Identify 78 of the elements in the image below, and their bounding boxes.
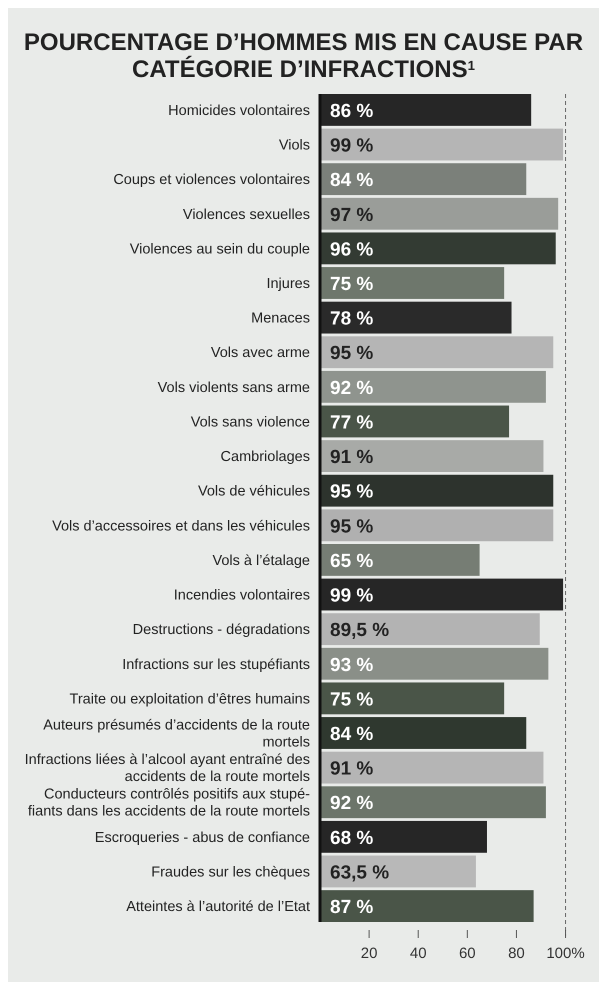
- data-label: 95 %: [330, 482, 374, 503]
- bar: [320, 406, 510, 438]
- y-tick-label: Incendies volontaires: [174, 588, 310, 604]
- data-label: 84 %: [330, 170, 374, 192]
- y-tick-label: Injures: [266, 276, 310, 292]
- data-label: 84 %: [330, 724, 374, 745]
- data-label: 92 %: [330, 378, 374, 399]
- bar: [320, 302, 512, 334]
- bar: [320, 682, 504, 714]
- bar: [320, 336, 554, 368]
- data-label: 77 %: [330, 412, 374, 434]
- y-tick-label: Vols de véhicules: [198, 484, 310, 500]
- data-label: 68 %: [330, 828, 374, 849]
- bar: [320, 856, 476, 888]
- bar: [320, 752, 544, 784]
- data-label: 63,5 %: [330, 862, 390, 884]
- bar: [320, 578, 564, 610]
- y-tick-label: Traite ou exploitation d’êtres humains: [70, 691, 310, 708]
- y-tick-label: Vols à l’étalage: [212, 552, 310, 569]
- bar: [320, 820, 487, 853]
- x-tick-label: 40: [410, 945, 427, 962]
- y-tick-label: Coups et violences volontaires: [113, 172, 310, 188]
- y-tick-label: Menaces: [251, 310, 310, 327]
- bar: [320, 890, 534, 922]
- bar: [320, 648, 548, 680]
- x-tick-label: 80: [508, 945, 525, 962]
- bar: [320, 370, 546, 403]
- data-label: 78 %: [330, 308, 374, 330]
- y-tick-label: Homicides volontaires: [168, 102, 310, 119]
- data-label: 87 %: [330, 897, 374, 918]
- y-tick-label: Vols d’accessoires et dans les véhicules: [52, 518, 310, 534]
- y-tick-label: Violences sexuelles: [182, 206, 310, 223]
- chart-title: POURCENTAGE D’HOMMES MIS EN CAUSE PAR CATÉGORIE D’INFRACTIONS$^{1}$: [24, 29, 584, 83]
- data-label: 86 %: [330, 100, 374, 122]
- x-tick-label: 100%: [546, 945, 585, 962]
- data-label: 65 %: [330, 550, 374, 572]
- y-tick-label: Vols violents sans arme: [158, 380, 310, 396]
- bar: [320, 128, 564, 160]
- bar: [320, 163, 526, 196]
- bar: [320, 786, 546, 818]
- bar: [320, 509, 554, 542]
- bar: [320, 232, 556, 264]
- y-tick-label: Infractions liées à l’alcool ayant entraîné des accidents de la route mortels: [24, 752, 310, 786]
- y-tick-label: Violences au sein du couple: [130, 241, 310, 258]
- data-label: 75 %: [330, 689, 374, 710]
- data-label: 75 %: [330, 274, 374, 295]
- bar: [320, 94, 532, 126]
- x-tick-label: 20: [360, 945, 378, 962]
- data-label: 91 %: [330, 758, 374, 780]
- data-label: 95 %: [330, 516, 374, 538]
- bar: [320, 198, 558, 230]
- y-tick-label: Vols sans violence: [190, 414, 310, 430]
- y-tick-label: Vols avec arme: [210, 345, 310, 362]
- y-tick-label: Auteurs présumés d’accidents de la route mortels: [43, 718, 310, 750]
- y-tick-label: Viols: [278, 138, 310, 154]
- y-tick-label: Conducteurs contrôlés positifs aux stupé- fiants dans les accidents de la route mortels: [28, 786, 310, 820]
- data-label: 91 %: [330, 447, 374, 468]
- data-label: 99 %: [330, 136, 374, 157]
- bar: [320, 267, 504, 299]
- y-tick-label: Atteintes à l’autorité de l’Etat: [126, 899, 310, 916]
- data-label: 89,5 %: [330, 620, 390, 642]
- bar: [320, 440, 544, 472]
- data-label: 99 %: [330, 586, 374, 607]
- y-tick-label: Infractions sur les stupéfiants: [122, 656, 310, 673]
- data-label: 97 %: [330, 204, 374, 226]
- bar: [320, 717, 526, 749]
- data-label: 95 %: [330, 343, 374, 364]
- y-tick-label: Escroqueries - abus de confiance: [94, 830, 310, 846]
- x-tick-label: 60: [458, 945, 476, 962]
- bar: [320, 613, 540, 646]
- data-label: 96 %: [330, 239, 374, 260]
- y-tick-label: Fraudes sur les chèques: [151, 864, 310, 880]
- data-label: 92 %: [330, 793, 374, 814]
- data-label: 93 %: [330, 654, 374, 676]
- y-tick-label: Cambriolages: [220, 449, 310, 466]
- y-tick-label: Destructions - dégradations: [132, 622, 310, 638]
- bar: [320, 474, 554, 507]
- bar: [320, 544, 480, 576]
